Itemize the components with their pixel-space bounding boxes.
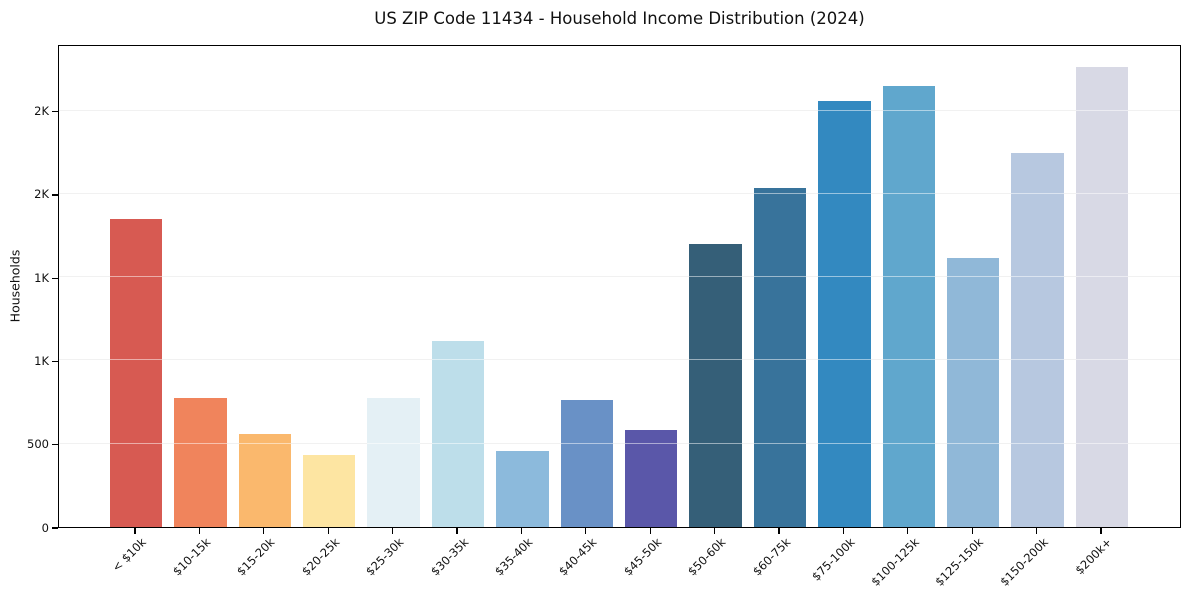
x-tick-mark — [778, 528, 780, 534]
x-tick-label: $35-40k — [491, 535, 536, 579]
bar-45-50k — [624, 429, 678, 527]
x-tick-mark — [456, 528, 458, 534]
gridline-overlay — [59, 192, 1180, 194]
gridline-overlay — [59, 442, 1180, 444]
gridline-overlay — [59, 359, 1180, 361]
gridline-overlay — [59, 109, 1180, 111]
chart-title: US ZIP Code 11434 - Household Income Dis… — [374, 9, 865, 28]
x-tick-label: $75-100k — [808, 535, 858, 584]
bar-125-150k — [946, 258, 1000, 527]
y-tick-label: 1K — [34, 353, 49, 368]
x-tick-label: $10-15k — [169, 535, 214, 579]
x-tick-mark — [520, 528, 523, 534]
x-tick-label: $125-150k — [932, 535, 987, 589]
x-tick-mark — [842, 528, 845, 534]
y-tick-mark — [52, 360, 58, 363]
x-tick-mark — [391, 528, 394, 534]
bar-30-35k — [431, 341, 485, 527]
x-tick-label: $150-200k — [996, 535, 1051, 589]
x-tick-label: $40-45k — [556, 535, 600, 579]
x-tick-label: $25-30k — [363, 535, 407, 579]
bar-15-20k — [238, 433, 292, 527]
bar-150-200k — [1011, 153, 1064, 527]
x-tick-label: $20-25k — [298, 535, 343, 579]
bar-40-45k — [560, 400, 614, 527]
x-tick-mark — [1035, 528, 1038, 534]
x-tick-label: $200k+ — [1072, 535, 1115, 578]
bar-10k — [109, 218, 163, 527]
bar-50-60k — [689, 243, 742, 527]
x-tick-label: $45-50k — [620, 535, 665, 579]
bar-60-75k — [753, 188, 807, 527]
bar-25-30k — [367, 397, 420, 527]
y-tick-mark — [52, 110, 58, 113]
x-tick-label: $50-60k — [685, 535, 729, 579]
x-tick-label: < $10k — [109, 535, 149, 575]
bar-100-125k — [882, 85, 936, 527]
bar-10-15k — [174, 397, 227, 527]
x-tick-mark — [585, 528, 587, 534]
bar-200k — [1075, 66, 1129, 527]
x-tick-mark — [649, 528, 651, 534]
x-tick-mark — [907, 528, 909, 534]
gridline-overlay — [59, 276, 1180, 278]
y-tick-mark — [52, 194, 58, 196]
bar-20-25k — [302, 454, 356, 527]
plot-area — [58, 45, 1181, 528]
bar-35-40k — [496, 451, 549, 527]
x-tick-label: $100-125k — [867, 535, 922, 589]
y-tick-mark — [52, 277, 58, 279]
x-tick-label: $15-20k — [234, 535, 278, 579]
x-tick-mark — [198, 528, 201, 534]
bar-75-100k — [818, 100, 871, 527]
x-tick-label: $30-35k — [427, 535, 471, 579]
x-tick-mark — [713, 528, 716, 534]
x-tick-mark — [1100, 528, 1102, 534]
y-tick-label: 2K — [34, 104, 49, 119]
y-axis-label: Households — [7, 249, 23, 323]
x-tick-mark — [263, 528, 265, 534]
y-tick-label: 500 — [27, 437, 49, 452]
y-tick-label: 1K — [34, 270, 49, 285]
y-tick-label: 2K — [34, 187, 49, 202]
y-tick-label: 0 — [41, 520, 49, 535]
y-tick-mark — [52, 444, 58, 446]
x-tick-mark — [134, 528, 136, 534]
x-tick-label: $60-75k — [749, 535, 793, 579]
y-tick-mark — [52, 527, 58, 529]
x-tick-mark — [971, 528, 973, 534]
x-tick-mark — [327, 528, 329, 534]
